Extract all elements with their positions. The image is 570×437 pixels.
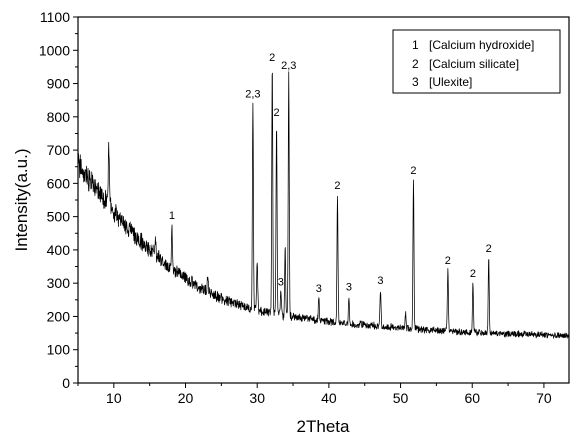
x-tick-label: 70 — [536, 390, 552, 406]
peak-labels: 1 2,3 2 2 3 2,3 3 2 3 3 2 2 2 2 — [169, 52, 492, 295]
y-tick-label: 800 — [47, 109, 71, 125]
legend-box — [392, 29, 561, 94]
x-tick-label: 10 — [106, 390, 122, 406]
diffraction-trace — [77, 71, 570, 339]
diffraction-pattern — [77, 71, 570, 339]
y-axis: 0 100 200 300 400 500 600 700 800 900 1000 1100 — [39, 9, 78, 391]
legend-text-calcium-hydroxide: [Calcium hydroxide] — [429, 38, 534, 52]
y-tick-label: 500 — [47, 209, 71, 225]
peak-label: 2 — [470, 268, 476, 280]
peak-label: 2 — [269, 52, 275, 64]
legend-key-2: 2 — [412, 57, 419, 71]
peak-label: 3 — [346, 281, 352, 293]
y-tick-label: 1100 — [40, 9, 70, 25]
legend: 1 [Calcium hydroxide] 2 [Calcium silicat… — [392, 29, 561, 94]
x-axis: 10 20 30 40 50 60 70 — [77, 383, 552, 406]
peak-label: 2 — [410, 165, 416, 177]
peak-label: 3 — [377, 275, 383, 287]
peak-label: 3 — [316, 283, 322, 295]
peak-label: 2 — [445, 255, 451, 267]
y-tick-label: 100 — [47, 342, 71, 358]
y-tick-label: 200 — [47, 308, 71, 324]
x-tick-label: 30 — [249, 390, 265, 406]
peak-label: 2 — [273, 107, 279, 119]
y-tick-label: 400 — [47, 242, 71, 258]
x-tick-label: 50 — [393, 390, 409, 406]
x-axis-title: 2Theta — [297, 417, 350, 436]
y-tick-label: 0 — [62, 375, 70, 391]
peak-label: 3 — [278, 277, 284, 289]
y-tick-label: 300 — [47, 275, 71, 291]
y-tick-label: 700 — [47, 142, 71, 158]
y-tick-label: 600 — [47, 175, 71, 191]
peak-label: 2 — [334, 180, 340, 192]
x-tick-label: 60 — [464, 390, 480, 406]
legend-key-1: 1 — [412, 38, 419, 52]
x-tick-label: 40 — [321, 390, 337, 406]
legend-key-3: 3 — [412, 75, 419, 89]
x-tick-label: 20 — [178, 390, 194, 406]
y-tick-label: 1000 — [39, 42, 70, 58]
y-tick-label: 900 — [47, 76, 71, 92]
legend-text-ulexite: [Ulexite] — [429, 75, 472, 89]
peak-label: 2 — [486, 243, 492, 255]
y-axis-title: Intensity(a.u.) — [12, 149, 31, 252]
legend-text-calcium-silicate: [Calcium silicate] — [429, 57, 519, 71]
peak-label: 2,3 — [281, 60, 296, 72]
peak-label: 1 — [169, 210, 175, 222]
peak-label: 2,3 — [245, 89, 260, 101]
